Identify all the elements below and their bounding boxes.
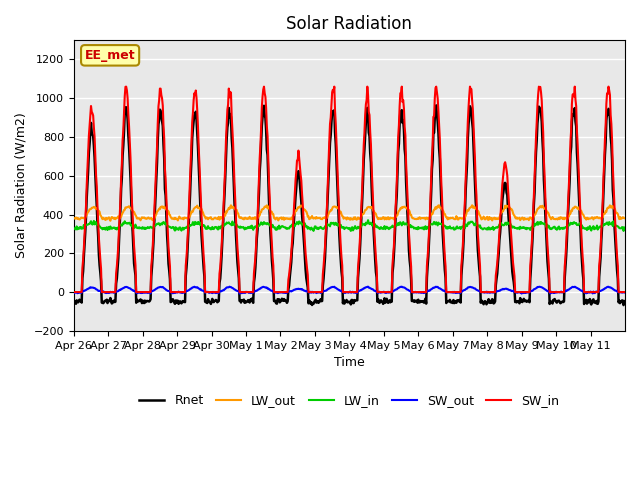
LW_in <box>620 228 627 234</box>
Rnet <box>406 258 413 264</box>
Text: EE_met: EE_met <box>85 49 136 62</box>
Rnet <box>433 103 440 108</box>
Rnet <box>236 298 243 304</box>
X-axis label: Time: Time <box>334 356 365 369</box>
SW_in <box>264 133 271 139</box>
SW_in <box>620 289 628 295</box>
LW_in <box>236 225 243 231</box>
LW_in <box>70 225 77 231</box>
LW_in <box>364 217 372 223</box>
Rnet <box>620 298 628 304</box>
LW_in <box>284 225 291 231</box>
SW_in <box>70 289 77 295</box>
LW_out <box>437 205 445 211</box>
Rnet <box>284 298 291 304</box>
LW_out <box>236 215 244 221</box>
SW_out <box>284 289 291 295</box>
SW_out <box>263 285 271 291</box>
SW_out <box>406 288 414 294</box>
LW_out <box>264 205 271 211</box>
Title: Solar Radiation: Solar Radiation <box>287 15 412 33</box>
LW_in <box>134 225 142 231</box>
LW_out <box>135 216 143 221</box>
Line: SW_in: SW_in <box>74 86 624 292</box>
LW_out <box>70 216 77 221</box>
SW_out <box>134 289 142 295</box>
SW_in <box>236 289 244 295</box>
Rnet <box>263 146 271 152</box>
SW_out <box>437 287 445 292</box>
SW_in <box>122 84 130 89</box>
Line: Rnet: Rnet <box>74 106 624 305</box>
Legend: Rnet, LW_out, LW_in, SW_out, SW_in: Rnet, LW_out, LW_in, SW_out, SW_in <box>134 389 564 412</box>
Rnet <box>134 299 142 304</box>
LW_out <box>620 215 628 221</box>
SW_out <box>70 290 77 296</box>
LW_out <box>285 216 292 222</box>
LW_in <box>437 221 445 227</box>
SW_in <box>437 179 445 184</box>
Rnet <box>437 198 445 204</box>
SW_out <box>398 284 406 289</box>
LW_in <box>263 221 271 227</box>
SW_in <box>135 289 143 295</box>
SW_out <box>620 289 628 295</box>
SW_in <box>285 277 292 283</box>
Line: SW_out: SW_out <box>74 287 624 294</box>
Line: LW_in: LW_in <box>74 220 624 231</box>
Rnet <box>70 298 77 304</box>
LW_out <box>406 212 414 218</box>
Rnet <box>620 302 627 308</box>
Y-axis label: Solar Radiation (W/m2): Solar Radiation (W/m2) <box>15 113 28 258</box>
Line: LW_out: LW_out <box>74 205 624 221</box>
LW_out <box>106 218 114 224</box>
SW_in <box>406 254 414 260</box>
SW_out <box>236 290 243 296</box>
SW_out <box>547 291 554 297</box>
LW_out <box>468 203 476 208</box>
LW_in <box>620 225 628 230</box>
LW_in <box>406 222 414 228</box>
